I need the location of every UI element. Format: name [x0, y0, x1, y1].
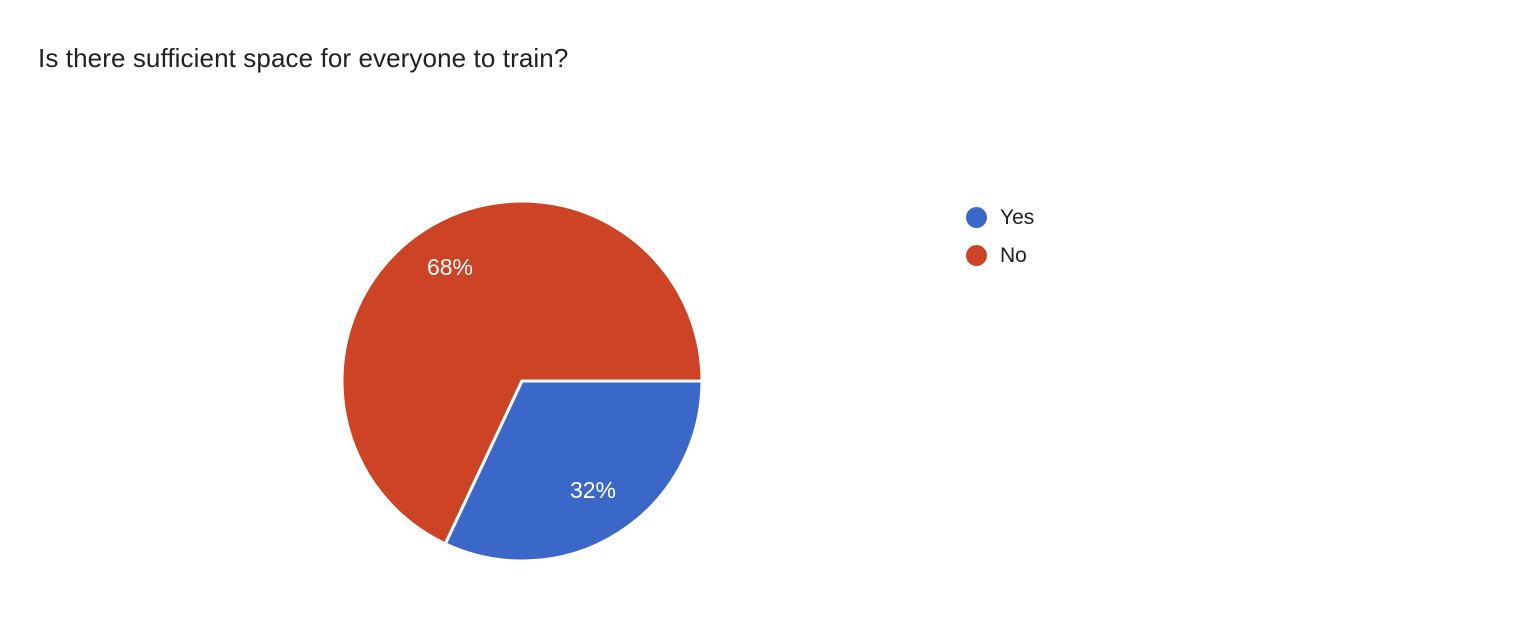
legend-label-yes: Yes	[1000, 205, 1035, 229]
pie-svg: 68% 32%	[340, 199, 704, 563]
pie-plot-area: 68% 32%	[330, 188, 716, 574]
pie-slice-yes[interactable]	[443, 379, 704, 563]
legend-swatch-icon-no	[966, 244, 987, 266]
legend-item-no[interactable]: No	[966, 236, 1186, 274]
pie-slice-no[interactable]	[340, 199, 704, 546]
pie-slice-label-no: 68%	[427, 254, 473, 280]
pie-slice-label-yes: 32%	[570, 477, 616, 503]
legend-label-no: No	[1000, 243, 1027, 267]
chart-title: Is there sufficient space for everyone t…	[38, 43, 569, 73]
legend-swatch-icon-yes	[966, 206, 987, 228]
pie-slices	[340, 199, 704, 563]
chart-legend: Yes No	[966, 198, 1186, 274]
legend-item-yes[interactable]: Yes	[966, 198, 1186, 236]
